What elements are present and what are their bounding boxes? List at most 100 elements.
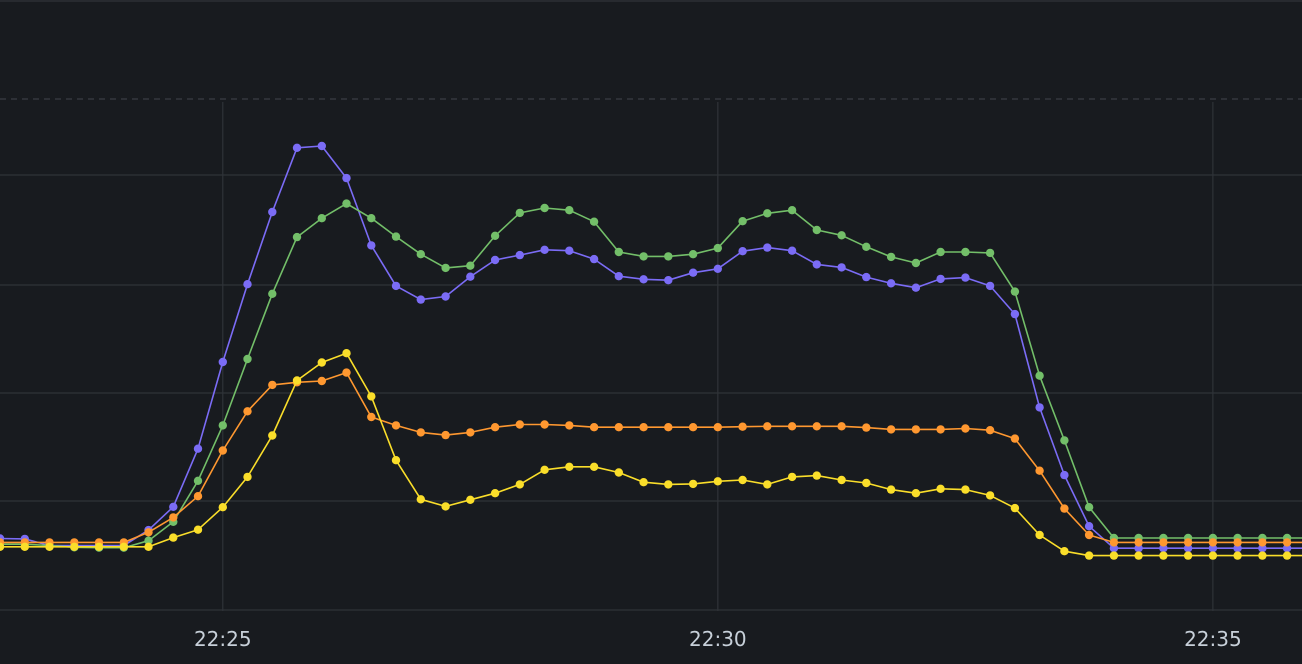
data-point (317, 214, 326, 223)
data-point (540, 203, 549, 213)
data-point (119, 542, 128, 551)
data-point (466, 261, 475, 270)
data-point (243, 472, 252, 482)
data-point (688, 250, 698, 259)
data-point (466, 428, 475, 437)
data-point (416, 295, 425, 304)
data-point (862, 242, 871, 251)
data-point (268, 289, 277, 298)
data-point (961, 424, 970, 433)
grid-lines (0, 0, 1302, 611)
data-point (45, 542, 54, 551)
data-point (292, 143, 302, 152)
data-point (243, 354, 252, 364)
data-point (317, 358, 326, 367)
data-point (614, 272, 623, 281)
data-point (1035, 371, 1044, 380)
data-point (1035, 530, 1044, 540)
x-tick-label: 22:25 (194, 627, 252, 651)
data-point (1233, 544, 1242, 553)
data-point (391, 281, 401, 291)
data-point (367, 412, 376, 422)
data-point (317, 376, 326, 386)
data-point (1060, 504, 1069, 513)
data-point (391, 456, 401, 465)
data-point (713, 243, 722, 253)
data-point (490, 423, 500, 432)
data-point (243, 280, 252, 289)
data-point (515, 420, 524, 429)
data-point (1208, 538, 1218, 547)
data-point (243, 407, 252, 416)
data-point (490, 255, 500, 265)
data-point (193, 525, 203, 534)
data-point (1134, 551, 1143, 560)
data-point (540, 420, 549, 429)
data-point (787, 206, 797, 215)
data-point (911, 258, 921, 268)
data-point (169, 502, 178, 511)
data-point (292, 376, 302, 385)
data-point (589, 254, 599, 264)
data-point (0, 542, 5, 551)
data-point (961, 485, 970, 494)
data-point (466, 495, 475, 504)
data-point (911, 489, 921, 498)
x-axis: 22:25 22:30 22:35 (194, 627, 1242, 651)
series-3 (0, 368, 1302, 547)
data-point (911, 425, 921, 434)
data-point (862, 272, 871, 282)
data-point (342, 199, 351, 208)
data-point (985, 426, 995, 435)
data-point (1060, 436, 1069, 445)
data-point (1183, 551, 1193, 560)
data-point (738, 475, 747, 485)
data-point (614, 468, 623, 477)
data-point (441, 430, 450, 440)
data-point (1208, 551, 1218, 560)
data-point (342, 173, 351, 183)
data-point (1084, 522, 1094, 531)
data-point (936, 274, 945, 284)
data-point (218, 503, 227, 512)
data-point (441, 502, 450, 511)
data-point (1183, 538, 1193, 547)
data-point (763, 422, 772, 431)
data-point (787, 422, 797, 431)
data-point (1060, 547, 1069, 556)
data-point (193, 492, 203, 501)
data-point (1159, 544, 1168, 553)
data-point (738, 217, 747, 226)
data-point (144, 536, 153, 545)
data-point (1010, 434, 1020, 443)
data-point (466, 272, 475, 281)
data-point (1282, 544, 1292, 553)
data-point (367, 214, 376, 223)
data-point (812, 471, 821, 480)
data-point (763, 243, 772, 252)
data-point (985, 248, 995, 258)
data-point (144, 542, 153, 551)
series-4 (0, 349, 1302, 560)
data-point (886, 279, 896, 288)
data-point (688, 423, 698, 432)
data-point (589, 423, 599, 432)
data-point (1035, 403, 1044, 412)
x-tick-label: 22:35 (1184, 627, 1242, 651)
data-point (416, 250, 425, 259)
data-point (1282, 551, 1292, 560)
data-point (713, 477, 722, 486)
data-point (416, 495, 425, 504)
data-point (886, 485, 896, 494)
data-point (589, 217, 599, 226)
data-point (70, 542, 79, 551)
data-point (1109, 544, 1119, 553)
data-point (1084, 530, 1094, 540)
data-point (193, 476, 203, 485)
data-point (1010, 287, 1020, 296)
data-point (391, 232, 401, 241)
data-point (1010, 503, 1020, 513)
data-point (614, 247, 623, 257)
data-point (1183, 544, 1193, 553)
